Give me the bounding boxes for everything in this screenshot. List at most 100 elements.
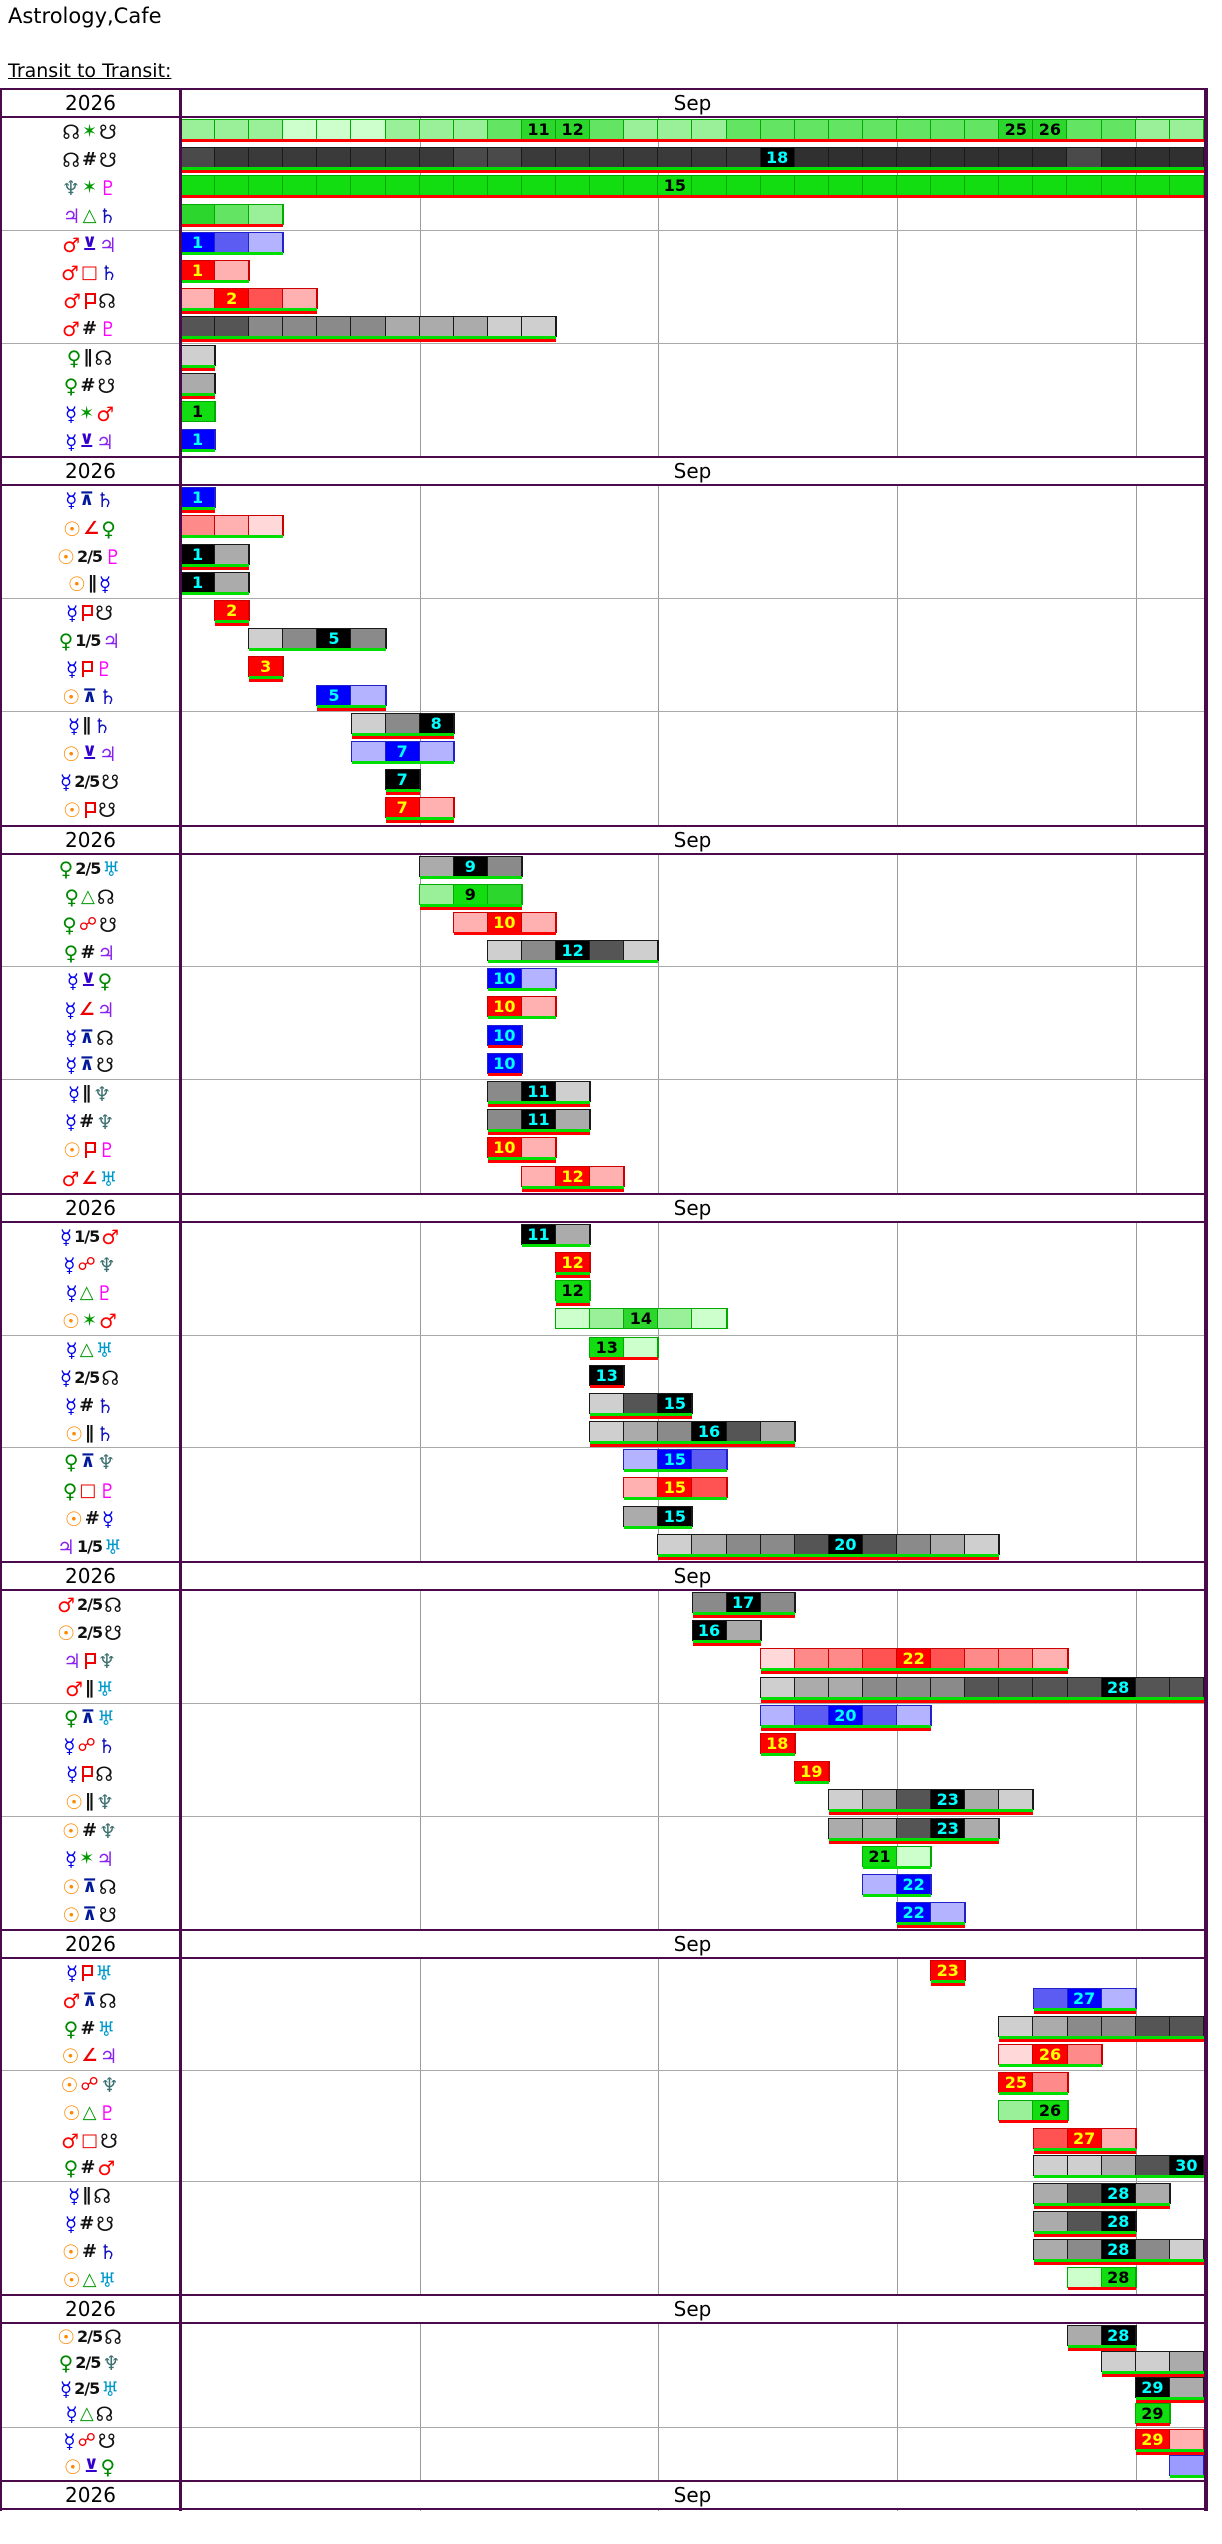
mars-icon: ♂ [65, 1677, 83, 1702]
red-underline-strip [1135, 2399, 1204, 2403]
aspect-row-mars-semisextile-jupiter: ♂ ⊻ ♃ 1 [0, 231, 1208, 259]
aspect-row-sun-contraparallel-mercury: ☉ # ☿ 15 [0, 1505, 1208, 1533]
exact-day-segment: 18 [760, 1733, 795, 1753]
aspect-row-sun-parallel-saturn: ☉ ∥ ♄ 16 [0, 1420, 1208, 1449]
orb-day-segment [897, 1846, 932, 1866]
orb-day-segment [419, 317, 454, 337]
green-underline-strip [624, 1497, 727, 1501]
orb-day-segment [419, 856, 454, 876]
mercury-icon: ☿ [65, 430, 78, 455]
orb-day-segment [760, 176, 795, 196]
opposition-aspect-icon: ☍ [77, 1735, 96, 1757]
orb-day-segment [1135, 120, 1170, 139]
green-underline-strip [487, 1157, 557, 1161]
square-aspect-icon: □ [80, 262, 98, 284]
transit-strength-bar: 11 [486, 1081, 592, 1102]
orb-day-segment [556, 1082, 591, 1101]
orb-day-segment [1135, 2184, 1170, 2204]
biquintile-aspect-icon: 2/5 [74, 2378, 100, 2398]
exact-day-segment: 22 [897, 1874, 932, 1894]
orb-day-segment [862, 1705, 898, 1725]
orb-day-segment [624, 176, 659, 196]
orb-day-segment [828, 1649, 863, 1669]
green-underline-strip [1101, 2370, 1204, 2374]
north-node-icon: ☊ [98, 1874, 117, 1899]
aspect-label: ☉ ⊼ ☊ [0, 1873, 179, 1901]
aspect-row-sun-contraparallel-neptune: ☉ # ♆ 23 [0, 1817, 1208, 1845]
exact-day-segment: 9 [453, 856, 488, 876]
orb-day-segment [1033, 148, 1068, 168]
aspect-row-mercury-biquintile-south-node: ☿ 2/5 ☋ 7 [0, 768, 1208, 796]
transit-strength-bar: 2 [214, 600, 251, 621]
aspect-row-mercury-biquintile-uranus: ☿ 2/5 ♅ 29 [0, 2376, 1208, 2403]
semisquare-aspect-icon: ∠ [81, 1167, 98, 1189]
neptune-icon: ♆ [98, 1649, 116, 1674]
orb-day-segment [351, 148, 386, 168]
month-label: Sep [673, 91, 712, 115]
orb-day-segment [1169, 1677, 1204, 1697]
transit-strength-bar: 8 [350, 712, 455, 734]
aspect-label: ☉ 2/5 ☊ [0, 2324, 179, 2350]
orb-day-segment [862, 1677, 898, 1697]
aspect-row-mercury-contraparallel-neptune: ☿ # ♆ 11 [0, 1108, 1208, 1136]
green-underline-strip [317, 704, 386, 708]
transit-strength-bar [179, 515, 285, 537]
parallel-aspect-icon: ∥ [82, 714, 92, 736]
exact-day-segment: 20 [828, 1534, 863, 1554]
transit-strength-bar: 23 [827, 1817, 1001, 1839]
neptune-icon: ♆ [62, 176, 80, 201]
aspect-label: ♀ ⊼ ♅ [0, 1704, 179, 1732]
red-underline-strip [760, 1727, 932, 1731]
aspect-label: ♂ □ ♄ [0, 259, 179, 287]
aspect-label: ☉ ⊼ ☋ [0, 1901, 179, 1929]
orb-day-segment [419, 148, 454, 168]
orb-day-segment [965, 120, 1000, 139]
orb-day-segment [760, 1705, 795, 1725]
red-underline-strip [556, 1303, 591, 1307]
jupiter-icon: ♃ [62, 204, 81, 229]
orb-day-segment [1101, 2017, 1136, 2037]
quincunx-aspect-icon: ⊼ [82, 1904, 97, 1926]
aspect-label: ☉ ♇ [0, 1136, 179, 1164]
aspect-label: ♀ ∥ ☊ [0, 344, 179, 372]
year-label: 2026 [65, 1564, 116, 1588]
section-rows: ☿ ⊼ ♄ 1 ☉ ∠ ♀ ☉ 2/5 ♇ 1 ☉ ∥ ☿ 1 ☿ ☋ 2 ♀ 1/5 ♃ 5 ☿ ♇ 3 ☉ ⊼ ♄ 5 ☿ ∥ ♄ 8 ☉ ⊻ ♃… [0, 486, 1208, 824]
green-underline-strip [181, 535, 284, 539]
exact-day-segment: 25 [999, 2072, 1034, 2092]
orb-day-segment [658, 120, 693, 139]
orb-day-segment [1135, 176, 1170, 196]
orb-day-segment [487, 148, 522, 168]
exact-day-segment: 1 [181, 572, 216, 592]
exact-day-segment: 16 [692, 1422, 727, 1442]
orb-day-segment [896, 148, 932, 168]
exact-day-segment: 11 [522, 1224, 557, 1244]
aspect-row-venus-quintile-jupiter: ♀ 1/5 ♃ 5 [0, 627, 1208, 655]
orb-day-segment [283, 120, 318, 139]
south-node-icon: ☋ [101, 770, 120, 795]
jupiter-icon: ♃ [63, 1649, 81, 1674]
mercury-icon: ☿ [98, 572, 112, 597]
exact-day-segment: 5 [317, 629, 352, 649]
aspect-row-mercury-semisextile-venus: ☿ ⊻ ♀ 10 [0, 967, 1208, 995]
mercury-icon: ☿ [64, 1393, 78, 1418]
uranus-icon: ♅ [102, 856, 121, 881]
red-underline-strip [317, 707, 386, 711]
mercury-icon: ☿ [65, 601, 79, 626]
orb-day-segment [1033, 1677, 1068, 1697]
jupiter-icon: ♃ [99, 2044, 118, 2069]
aspect-row-north-node-contraparallel-south-node: ☊ # ☋ 18 [0, 146, 1208, 174]
label-column-border [179, 88, 182, 2511]
orb-day-segment [965, 1790, 1000, 1810]
red-underline-strip [590, 1356, 659, 1360]
orb-day-segment [931, 1677, 966, 1697]
transit-strength-bar [998, 2016, 1205, 2038]
green-underline-strip [181, 449, 216, 453]
north-node-icon: ☊ [95, 2402, 114, 2427]
aspect-label: ☿ ☍ ♄ [0, 1732, 179, 1760]
mercury-icon: ☿ [64, 1110, 78, 1135]
transit-strength-bar: 10 [486, 1137, 558, 1159]
contraparallel-aspect-icon: # [79, 1394, 95, 1416]
orb-day-segment [726, 1422, 761, 1442]
mercury-icon: ☿ [59, 770, 73, 795]
transit-timeline-table: 2026 Sep ☊ ✶ ☋ 11 12 25 26 ☊ # ☋ 18 ♆ ✶ ♇ 15 ♃ △ ♄ ♂ ⊻ ♃ 1 ♂ □ ♄ 1 ♂… [0, 88, 1208, 2511]
